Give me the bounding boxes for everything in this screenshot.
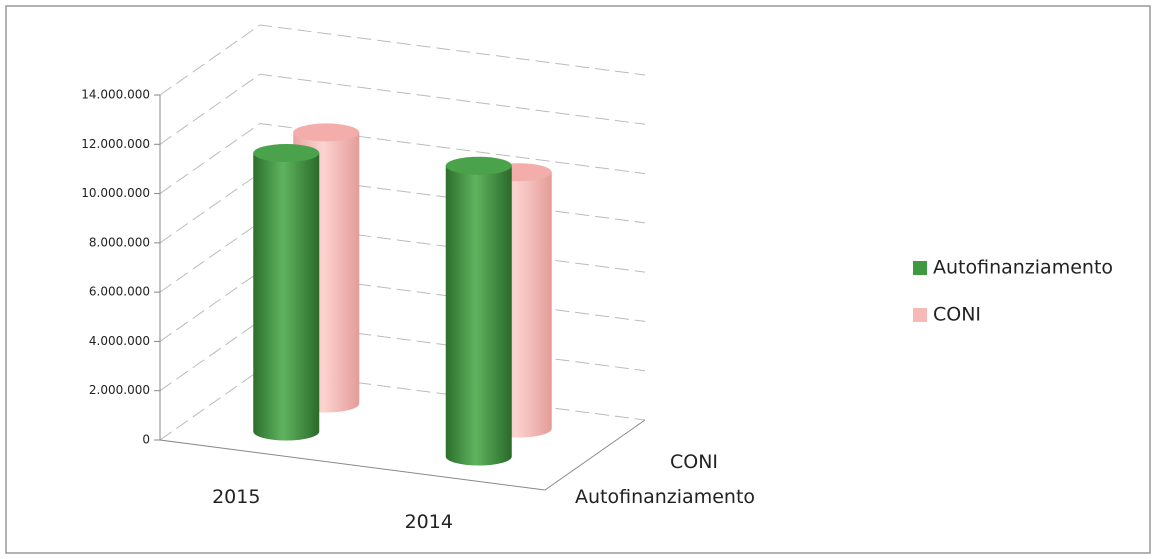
- grid-line: [159, 172, 646, 244]
- y-tick-label: 2.000.000: [89, 383, 150, 397]
- y-tick-label: 10.000.000: [81, 186, 150, 200]
- y-tick-label: 14.000.000: [81, 88, 150, 102]
- x-tick-label: 2015: [212, 486, 260, 508]
- x-tick-label: 2014: [405, 511, 453, 533]
- cylinder-top: [293, 123, 360, 142]
- cylinder-top: [253, 144, 320, 163]
- legend-swatch: [913, 261, 927, 275]
- depth-label: CONI: [670, 451, 718, 473]
- cylinder: [253, 153, 320, 441]
- y-tick-label: 0: [142, 433, 150, 447]
- depth-label: Autofinanziamento: [575, 486, 755, 508]
- grid-line: [159, 221, 646, 293]
- y-tick-label: 6.000.000: [89, 285, 150, 299]
- axis: [159, 95, 646, 491]
- grid-line: [159, 320, 646, 392]
- y-tick-label: 4.000.000: [89, 334, 150, 348]
- grid-line: [159, 369, 646, 441]
- cylinder-top: [445, 156, 512, 175]
- y-tick-label: 12.000.000: [81, 137, 150, 151]
- legend-swatch: [913, 308, 927, 322]
- grid-line: [159, 24, 646, 96]
- grid-line: [159, 270, 646, 342]
- cylinder: [445, 165, 512, 466]
- legend-label: CONI: [933, 304, 981, 326]
- legend-label: Autofinanziamento: [933, 257, 1113, 279]
- grid-line: [159, 123, 646, 194]
- y-tick-label: 8.000.000: [89, 235, 150, 249]
- frame: [5, 5, 1151, 554]
- grid-line: [159, 73, 646, 145]
